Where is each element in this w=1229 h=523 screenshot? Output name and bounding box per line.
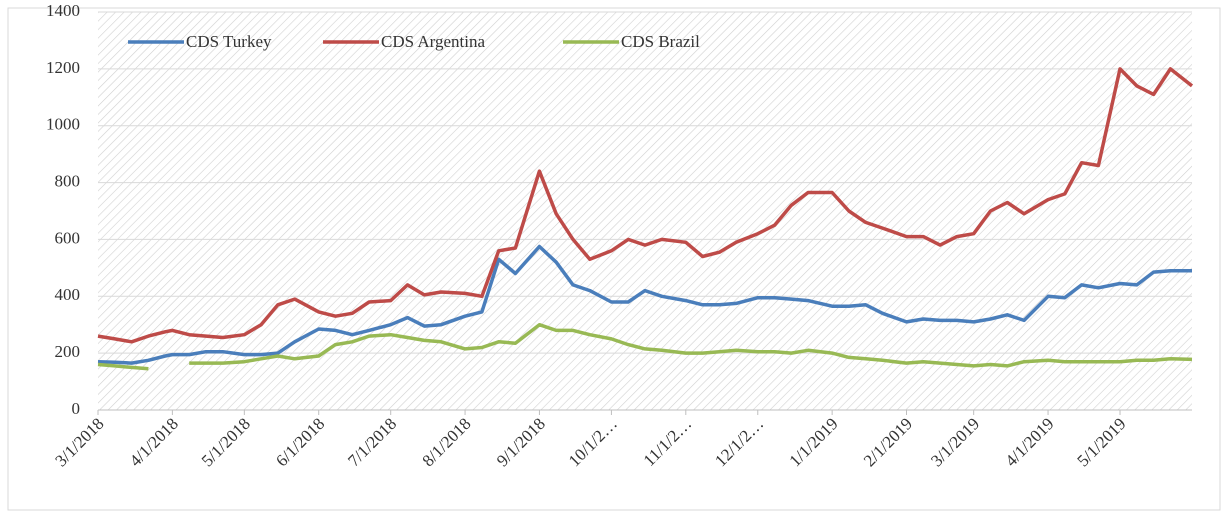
legend-label: CDS Argentina <box>381 32 486 51</box>
y-tick-label: 400 <box>55 285 81 304</box>
plot-area <box>98 12 1192 410</box>
series-line <box>97 322 1193 371</box>
y-tick-label: 0 <box>72 399 81 418</box>
y-tick-label: 800 <box>55 171 81 190</box>
y-tick-label: 600 <box>55 228 81 247</box>
legend-label: CDS Turkey <box>186 32 272 51</box>
y-tick-label: 1000 <box>46 115 80 134</box>
y-tick-label: 1400 <box>46 1 80 20</box>
y-tick-label: 200 <box>55 342 81 361</box>
legend-label: CDS Brazil <box>621 32 700 51</box>
y-tick-label: 1200 <box>46 58 80 77</box>
series-line <box>97 244 1192 365</box>
series-line <box>97 67 1194 344</box>
